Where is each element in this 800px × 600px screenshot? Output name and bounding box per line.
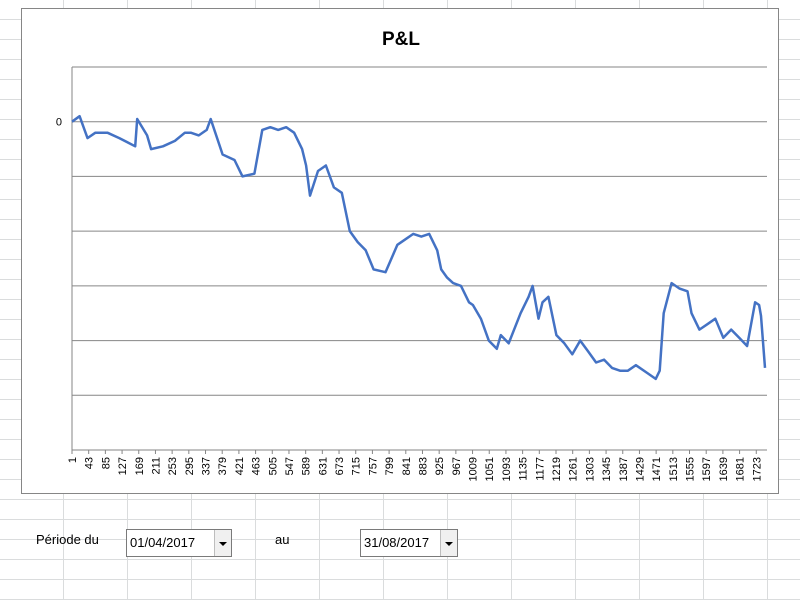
x-tick-label: 1261 <box>568 457 580 481</box>
x-tick-label: 631 <box>317 457 329 475</box>
x-tick-label: 673 <box>334 457 346 475</box>
end-date-value: 31/08/2017 <box>364 535 430 550</box>
x-tick-label: 43 <box>84 457 96 469</box>
end-date-dropdown[interactable]: 31/08/2017 <box>360 529 458 557</box>
x-tick-label: 1597 <box>701 457 713 481</box>
x-tick-label: 715 <box>351 457 363 475</box>
y-axis-tick-labels: 0 <box>56 117 62 129</box>
x-tick-label: 505 <box>267 457 279 475</box>
start-date-value: 01/04/2017 <box>130 535 196 550</box>
start-date-dropdown[interactable]: 01/04/2017 <box>126 529 232 557</box>
x-tick-label: 799 <box>384 457 396 475</box>
horizontal-gridlines <box>72 66 767 396</box>
x-tick-label: 1639 <box>718 457 730 481</box>
x-tick-label: 1051 <box>484 457 496 481</box>
x-tick-label: 1471 <box>651 457 663 481</box>
x-tick-label: 211 <box>150 457 162 475</box>
x-tick-label: 967 <box>451 457 463 475</box>
x-tick-label: 1555 <box>685 457 697 481</box>
x-tick-label: 337 <box>201 457 213 475</box>
x-tick-label: 169 <box>134 457 146 475</box>
x-tick-label: 1303 <box>584 457 596 481</box>
x-tick-label: 85 <box>100 457 112 469</box>
x-tick-label: 1513 <box>668 457 680 481</box>
x-tick-label: 925 <box>434 457 446 475</box>
chart-area[interactable]: P&L 0 1 43 85 127 169 211 253 295 337 379 421 463 50… <box>21 8 779 494</box>
x-tick-label: 841 <box>401 457 413 475</box>
chevron-down-icon[interactable] <box>440 530 457 556</box>
x-tick-label: 1093 <box>501 457 513 481</box>
x-tick-label: 253 <box>167 457 179 475</box>
x-tick-label: 1177 <box>534 457 546 481</box>
pnl-chart: P&L 0 1 43 85 127 169 211 253 295 337 379 421 463 50… <box>56 29 767 481</box>
x-tick-label: 757 <box>367 457 379 475</box>
x-tick-label: 1387 <box>618 457 630 481</box>
x-tick-label: 1135 <box>518 457 530 481</box>
x-tick-label: 1219 <box>551 457 563 481</box>
x-axis <box>71 67 767 451</box>
y-tick-label: 0 <box>56 117 62 129</box>
period-label: Période du <box>36 532 99 547</box>
x-tick-label: 1 <box>67 457 79 463</box>
x-tick-label: 1681 <box>735 457 747 481</box>
x-tick-label: 1345 <box>601 457 613 481</box>
x-tick-label: 379 <box>217 457 229 475</box>
x-tick-label: 883 <box>417 457 429 475</box>
x-tick-label: 1429 <box>634 457 646 481</box>
x-tick-label: 421 <box>234 457 246 475</box>
chevron-down-icon[interactable] <box>214 530 231 556</box>
series-group <box>71 114 767 381</box>
x-tick-label: 463 <box>251 457 263 475</box>
x-tick-label: 295 <box>184 457 196 475</box>
x-tick-label: 127 <box>117 457 129 475</box>
x-tick-label: 589 <box>301 457 313 475</box>
x-axis-tick-labels: 1 43 85 127 169 211 253 295 337 379 421 463 505 547 58… <box>67 450 763 481</box>
to-label: au <box>275 532 290 547</box>
x-tick-label: 547 <box>284 457 296 475</box>
x-tick-label: 1723 <box>751 457 763 481</box>
chart-title: P&L <box>382 29 420 50</box>
pnl-series-line <box>71 114 767 381</box>
x-tick-label: 1009 <box>468 457 480 481</box>
